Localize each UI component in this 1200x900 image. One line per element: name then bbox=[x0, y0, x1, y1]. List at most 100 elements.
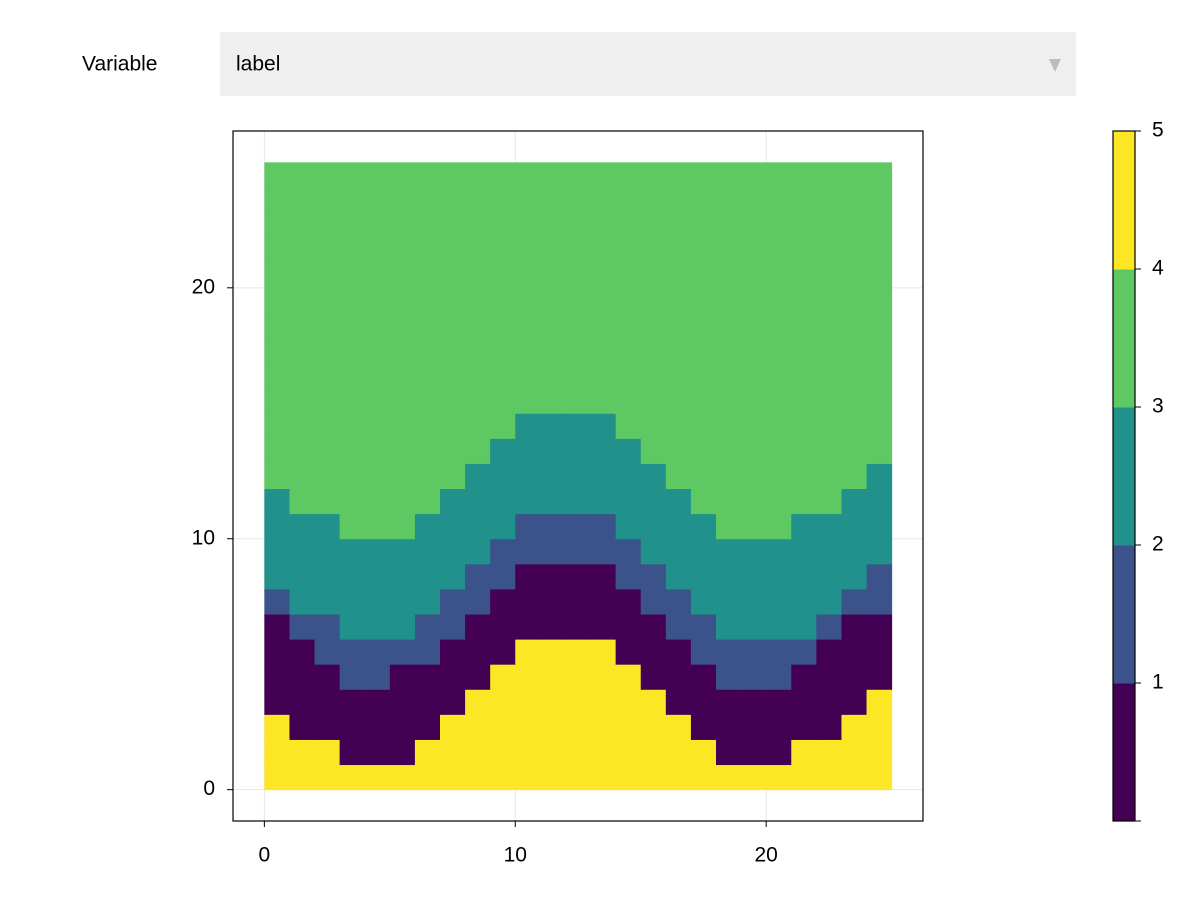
heatmap-cell bbox=[289, 212, 316, 239]
heatmap-cell bbox=[665, 312, 692, 339]
heatmap-cell bbox=[364, 338, 391, 364]
heatmap-cell bbox=[314, 237, 341, 264]
heatmap-cell bbox=[690, 363, 717, 389]
dropdown-box[interactable] bbox=[220, 32, 1076, 96]
heatmap-cell bbox=[866, 237, 893, 264]
heatmap-cell bbox=[389, 212, 416, 239]
heatmap-cell bbox=[364, 639, 391, 665]
heatmap-cell bbox=[490, 714, 516, 740]
heatmap-cell bbox=[440, 614, 466, 640]
heatmap-cell bbox=[590, 689, 617, 715]
heatmap-cell bbox=[364, 739, 391, 766]
heatmap-cell bbox=[766, 312, 792, 339]
heatmap-cell bbox=[490, 614, 516, 640]
heatmap-cell bbox=[540, 463, 566, 490]
heatmap-cell bbox=[339, 212, 366, 239]
dropdown[interactable]: label bbox=[220, 32, 1076, 96]
heatmap-cell bbox=[766, 363, 792, 389]
heatmap-cell bbox=[565, 287, 592, 314]
heatmap-cell bbox=[690, 187, 717, 214]
heatmap-cell bbox=[264, 714, 290, 740]
heatmap-cell bbox=[766, 714, 792, 740]
heatmap-cell bbox=[264, 237, 290, 264]
heatmap-cell bbox=[414, 488, 441, 515]
heatmap-cell bbox=[791, 563, 817, 590]
heatmap-cell bbox=[389, 714, 416, 740]
heatmap-cell bbox=[841, 262, 868, 289]
heatmap-cell bbox=[540, 488, 566, 515]
heatmap-cell bbox=[741, 187, 767, 214]
heatmap-cell bbox=[716, 739, 742, 766]
heatmap-cell bbox=[816, 664, 842, 690]
heatmap-cell bbox=[490, 438, 516, 464]
heatmap-cell bbox=[690, 388, 717, 414]
heatmap-cell bbox=[465, 488, 491, 515]
heatmap-cell bbox=[791, 413, 817, 439]
heatmap-cell bbox=[866, 162, 893, 188]
heatmap-cell bbox=[741, 287, 767, 314]
heatmap-cell bbox=[440, 338, 466, 364]
heatmap-cell bbox=[540, 187, 566, 214]
heatmap-cell bbox=[866, 463, 893, 490]
heatmap-cell bbox=[565, 237, 592, 264]
heatmap-cell bbox=[339, 438, 366, 464]
heatmap-cell bbox=[490, 162, 516, 188]
heatmap-cell bbox=[289, 513, 316, 540]
heatmap-cell bbox=[440, 538, 466, 565]
heatmap-cell bbox=[314, 413, 341, 439]
heatmap-cell bbox=[866, 588, 893, 615]
heatmap-cell bbox=[866, 614, 893, 640]
heatmap-cell bbox=[665, 714, 692, 740]
heatmap-cell bbox=[414, 237, 441, 264]
heatmap-cell bbox=[314, 363, 341, 389]
heatmap-cell bbox=[841, 614, 868, 640]
dropdown-value[interactable]: label bbox=[236, 53, 280, 76]
heatmap-cell bbox=[841, 488, 868, 515]
heatmap-cell bbox=[841, 739, 868, 766]
heatmap-cell bbox=[490, 413, 516, 439]
heatmap-cell bbox=[414, 513, 441, 540]
heatmap-cell bbox=[640, 212, 667, 239]
heatmap-cell bbox=[339, 513, 366, 540]
heatmap-cell bbox=[289, 237, 316, 264]
heatmap-cell bbox=[565, 689, 592, 715]
heatmap-cell bbox=[364, 664, 391, 690]
heatmap-cell bbox=[289, 338, 316, 364]
dropdown-arrow[interactable] bbox=[1049, 59, 1061, 72]
heatmap-cell bbox=[465, 739, 491, 766]
heatmap-cell bbox=[615, 338, 642, 364]
heatmap-cell bbox=[766, 162, 792, 188]
heatmap-cell bbox=[741, 588, 767, 615]
heatmap-cell bbox=[866, 438, 893, 464]
heatmap-cell bbox=[389, 162, 416, 188]
heatmap-cell bbox=[565, 312, 592, 339]
heatmap-cell bbox=[515, 388, 541, 414]
heatmap-cell bbox=[590, 262, 617, 289]
heatmap-cell bbox=[766, 764, 792, 791]
heatmap-cell bbox=[364, 413, 391, 439]
heatmap-cell bbox=[515, 463, 541, 490]
heatmap-cell bbox=[465, 162, 491, 188]
heatmap-cell bbox=[766, 438, 792, 464]
heatmap-cell bbox=[289, 262, 316, 289]
heatmap-cell bbox=[440, 764, 466, 791]
heatmap-cell bbox=[791, 363, 817, 389]
heatmap-cell bbox=[490, 664, 516, 690]
heatmap-cell bbox=[389, 513, 416, 540]
heatmap-cell bbox=[339, 588, 366, 615]
heatmap-cell bbox=[565, 162, 592, 188]
heatmap-cell bbox=[841, 237, 868, 264]
heatmap-cell bbox=[389, 388, 416, 414]
heatmap-cell bbox=[314, 463, 341, 490]
heatmap-cell bbox=[465, 588, 491, 615]
heatmap-cell bbox=[590, 438, 617, 464]
heatmap-cell bbox=[565, 513, 592, 540]
heatmap-cell bbox=[465, 764, 491, 791]
heatmap-cell bbox=[766, 513, 792, 540]
heatmap-cell bbox=[866, 739, 893, 766]
heatmap-cell bbox=[414, 212, 441, 239]
heatmap-cell bbox=[690, 764, 717, 791]
heatmap-cell bbox=[665, 338, 692, 364]
heatmap-cell bbox=[389, 563, 416, 590]
heatmap-cell bbox=[490, 588, 516, 615]
